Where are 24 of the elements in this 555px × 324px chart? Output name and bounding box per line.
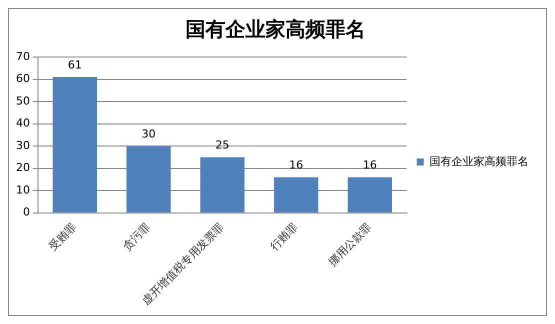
x-tick-label: 受贿罪 [46,220,80,254]
data-label: 30 [142,127,156,140]
x-tick-label: 贪污罪 [120,220,153,254]
x-tick-label: 挪用公款罪 [326,220,374,269]
data-label: 61 [68,58,82,72]
y-tick-label: 70 [16,50,30,63]
data-label: 16 [362,158,377,172]
bar [52,77,97,212]
data-label: 16 [289,158,304,172]
y-tick-label: 40 [16,116,30,130]
data-label: 25 [215,138,230,152]
x-tick-label: 行贿罪 [268,220,300,254]
y-tick-label: 60 [16,72,30,86]
legend-label: 国有企业家高频罪名 [429,154,528,168]
y-tick-label: 20 [16,161,30,174]
bar [274,177,318,212]
bar [126,146,171,212]
bar [348,177,392,212]
chart-title: 国有企业家高频罪名 [186,17,366,42]
y-tick-label: 0 [22,206,30,219]
y-tick-label: 50 [16,94,30,108]
bar [200,157,244,212]
y-tick-label: 30 [16,138,30,152]
y-tick-label: 10 [16,183,30,196]
